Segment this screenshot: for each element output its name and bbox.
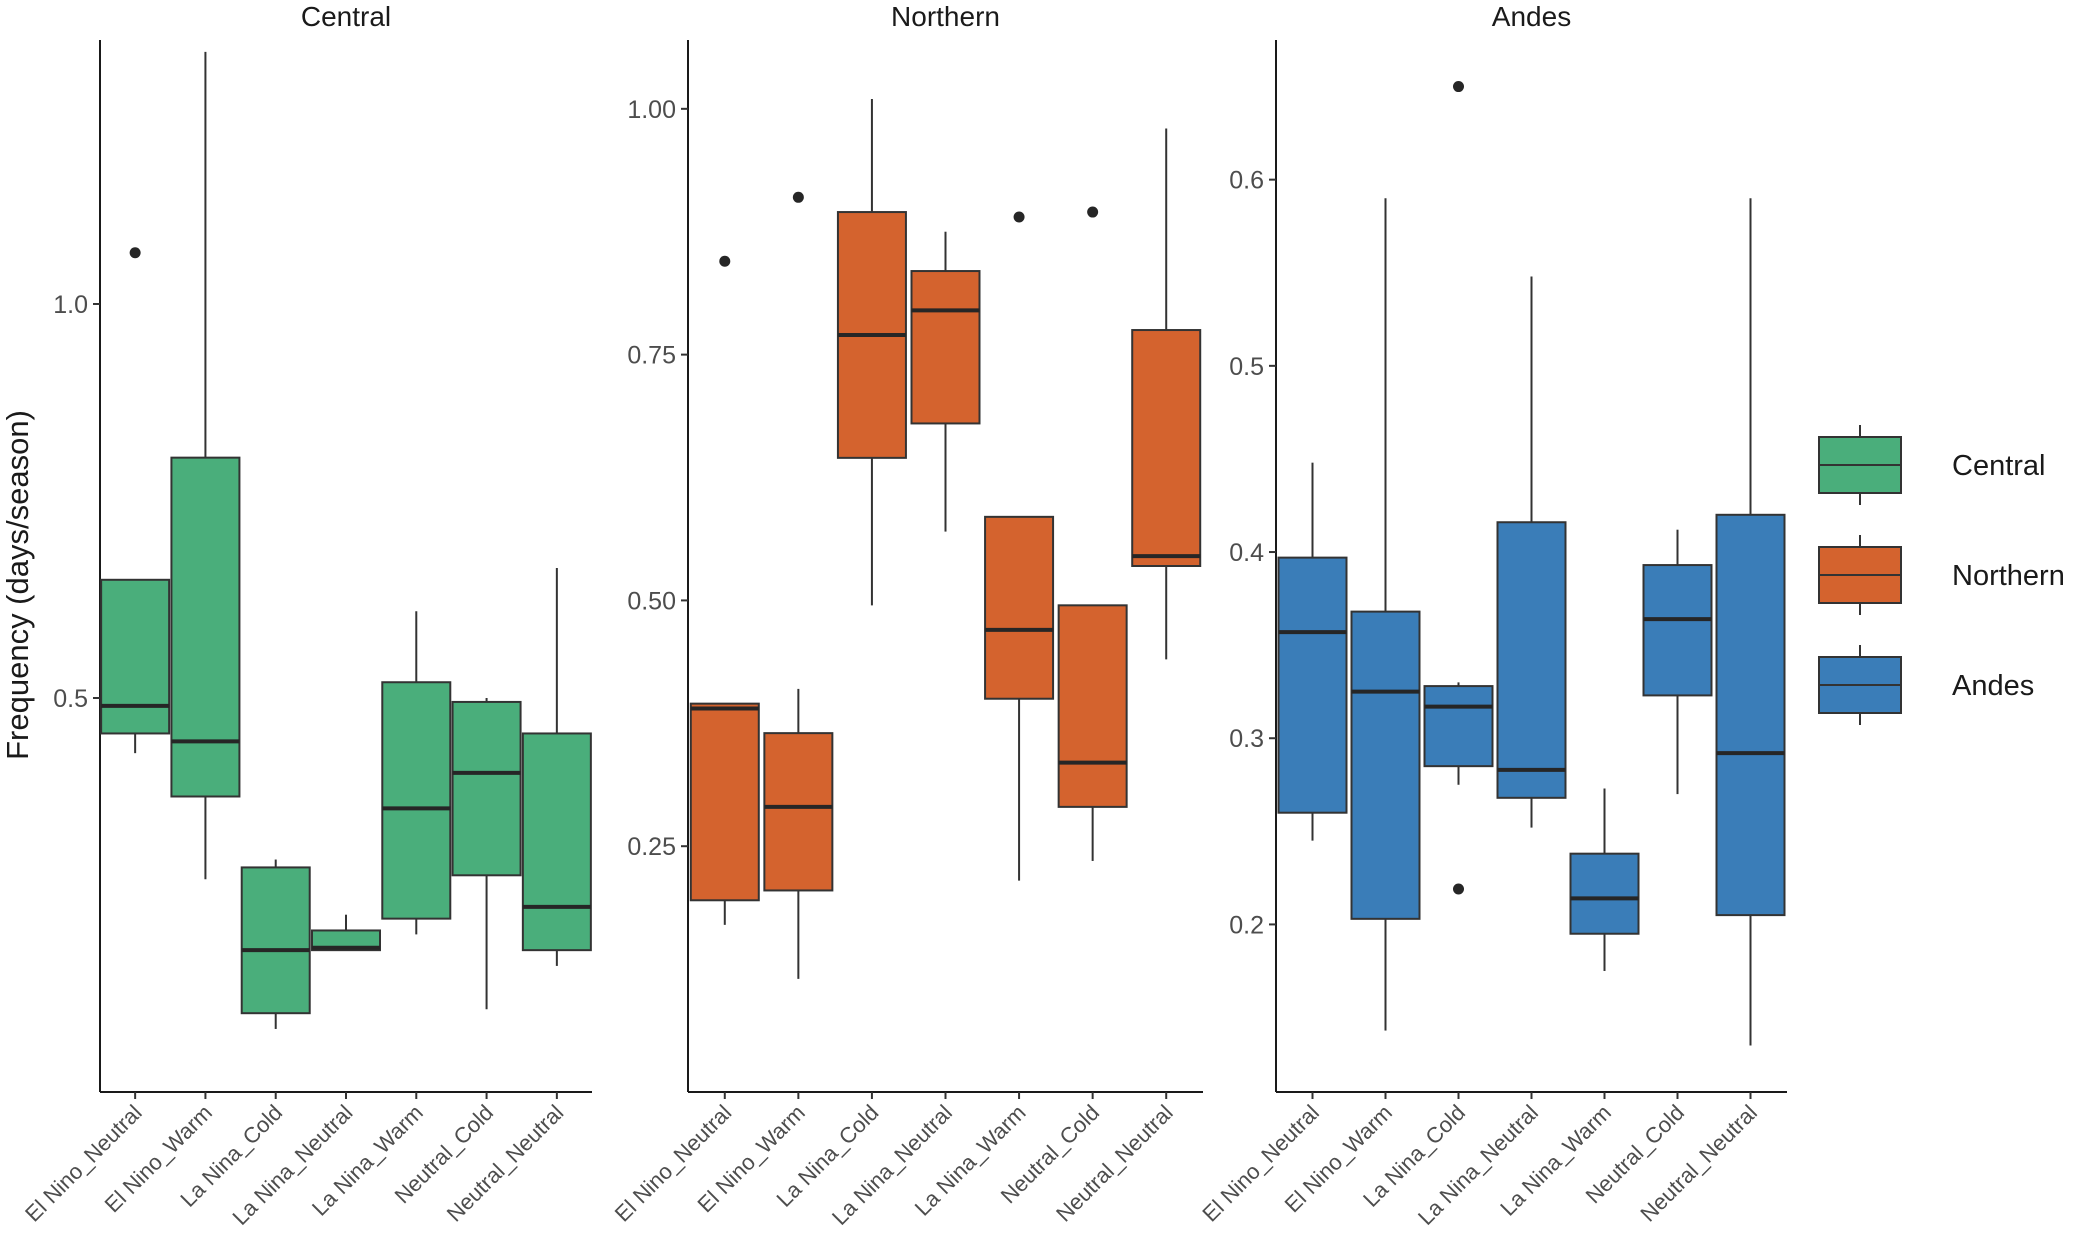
y-tick-label: 0.2 <box>1229 911 1264 939</box>
box-neutral-cold <box>1642 529 1713 795</box>
iqr-box <box>1350 610 1421 920</box>
box-neutral-neutral <box>521 567 592 966</box>
panel-title: Andes <box>1492 1 1571 32</box>
iqr-box <box>984 515 1055 700</box>
y-tick-label: 0.4 <box>1229 539 1264 567</box>
y-tick-label: 0.75 <box>627 342 676 370</box>
panel-title: Central <box>301 1 391 32</box>
y-axis-title: Frequency (days/season) <box>0 410 35 760</box>
iqr-box <box>1642 564 1713 697</box>
box-la nina-cold <box>836 98 907 606</box>
outlier-point <box>129 247 141 259</box>
legend-label: Northern <box>1952 560 2065 592</box>
box-el nino-neutral <box>100 247 171 754</box>
outlier-point <box>792 191 804 203</box>
y-tick-label: 0.5 <box>53 685 88 713</box>
iqr-box <box>100 578 171 735</box>
iqr-box <box>451 700 522 877</box>
iqr-box <box>689 702 760 902</box>
legend-item-andes: Andes <box>1818 645 2034 725</box>
box-la nina-neutral <box>311 914 381 952</box>
outlier-point <box>719 255 731 267</box>
y-tick-label: 0.25 <box>627 833 676 861</box>
iqr-box <box>1057 604 1128 808</box>
y-tick-label: 0.50 <box>627 587 676 615</box>
iqr-box <box>1423 685 1494 768</box>
y-tick-label: 0.6 <box>1229 167 1264 195</box>
box-la nina-warm <box>381 611 452 935</box>
y-tick-label: 1.0 <box>53 291 88 319</box>
x-tick-label: La Nina_Neutral <box>227 1100 357 1230</box>
x-tick-label: El Nino_Neutral <box>20 1100 147 1227</box>
iqr-box <box>763 732 834 892</box>
legend-label: Central <box>1952 450 2046 482</box>
outlier-point <box>1453 883 1464 895</box>
panel-title: Northern <box>891 1 1000 32</box>
iqr-box <box>240 866 311 1015</box>
iqr-box <box>381 681 452 920</box>
iqr-box <box>170 456 241 798</box>
box-el nino-neutral <box>689 255 760 925</box>
box-la nina-neutral <box>910 231 981 532</box>
y-tick-label: 0.3 <box>1229 725 1264 753</box>
box-neutral-cold <box>1057 206 1128 861</box>
iqr-box <box>1715 513 1786 917</box>
box-la nina-warm <box>1569 788 1640 971</box>
box-la nina-cold <box>1423 81 1494 895</box>
box-la nina-cold <box>240 859 311 1029</box>
y-tick-label: 1.00 <box>627 96 676 124</box>
iqr-box <box>311 929 381 952</box>
box-la nina-warm <box>984 211 1055 881</box>
box-neutral-cold <box>451 697 522 1010</box>
iqr-box <box>1569 852 1640 935</box>
box-el nino-warm <box>170 51 241 880</box>
iqr-box <box>910 270 981 425</box>
outlier-point <box>1013 211 1025 223</box>
legend: Central Northern Andes <box>1818 425 2065 725</box>
legend-label: Andes <box>1952 670 2034 702</box>
box-la nina-neutral <box>1496 276 1567 828</box>
box-el nino-warm <box>1350 198 1421 1031</box>
outlier-point <box>1453 81 1464 93</box>
iqr-box <box>1496 521 1567 799</box>
iqr-box <box>1131 329 1202 567</box>
legend-item-northern: Northern <box>1818 535 2065 615</box>
box-neutral-neutral <box>1131 128 1202 660</box>
box-el nino-neutral <box>1277 462 1348 841</box>
y-tick-label: 0.5 <box>1229 353 1264 381</box>
iqr-box <box>1277 556 1348 814</box>
outlier-point <box>1087 206 1099 218</box>
box-el nino-warm <box>763 191 834 979</box>
legend-item-central: Central <box>1818 425 2046 505</box>
box-neutral-neutral <box>1715 198 1786 1046</box>
iqr-box <box>521 732 592 952</box>
